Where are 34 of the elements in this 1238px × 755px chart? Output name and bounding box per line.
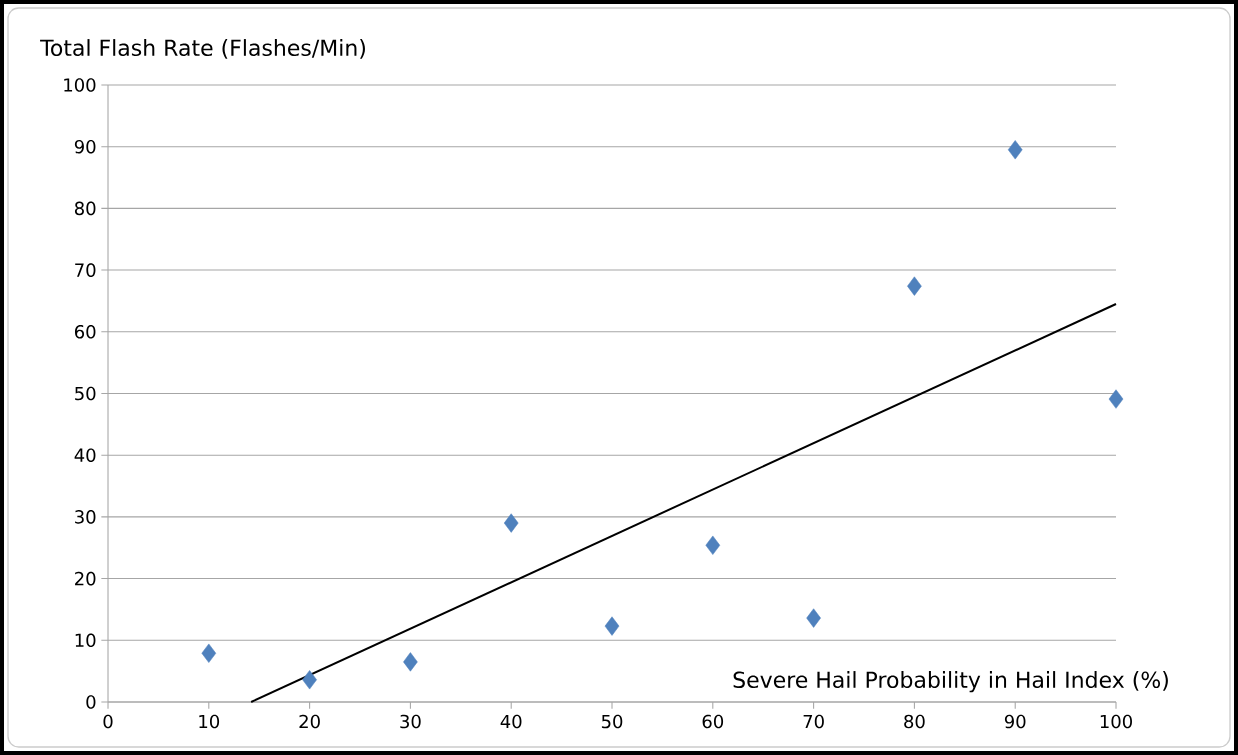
x-tick-label: 20 xyxy=(299,714,320,729)
y-tick-label: 50 xyxy=(75,386,96,401)
point xyxy=(201,643,217,663)
point xyxy=(705,535,721,555)
point xyxy=(302,670,317,690)
y-tick-label: 10 xyxy=(75,633,96,648)
x-axis-title: Severe Hail Probability in Hail Index (%) xyxy=(733,671,1168,693)
y-axis-title: Total Flash Rate (Flashes/Min) xyxy=(40,39,365,59)
y-tick-label: 90 xyxy=(74,139,96,154)
y-tick-label: 80 xyxy=(74,201,96,216)
x-tick-label: 50 xyxy=(601,714,623,729)
x-tick-label: 90 xyxy=(1004,714,1026,729)
y-tick-label: 100 xyxy=(64,78,96,92)
y-tick-label: 20 xyxy=(75,571,96,586)
point xyxy=(1108,389,1124,409)
x-tick-label: 0 xyxy=(103,714,113,729)
x-tick-label: 10 xyxy=(199,714,220,729)
point xyxy=(1007,140,1023,160)
x-tick-label: 30 xyxy=(400,714,421,729)
x-tick-label: 40 xyxy=(500,714,522,729)
y-tick-label: 60 xyxy=(74,324,96,339)
point xyxy=(503,513,519,533)
x-tick-label: 80 xyxy=(904,714,925,729)
point xyxy=(604,616,620,636)
x-tick-label: 100 xyxy=(1100,714,1132,729)
point xyxy=(907,276,922,296)
y-tick-label: 40 xyxy=(74,448,96,462)
x-tick-label: 60 xyxy=(702,714,724,729)
point xyxy=(403,652,418,672)
y-tick-label: 70 xyxy=(75,263,96,277)
point xyxy=(806,608,821,628)
y-tick-label: 0 xyxy=(86,695,96,709)
y-tick-label: 30 xyxy=(75,510,96,524)
x-tick-label: 70 xyxy=(803,714,824,729)
